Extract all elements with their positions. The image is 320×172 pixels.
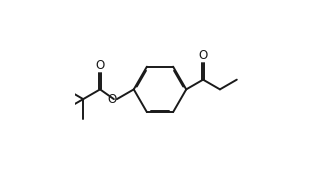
Text: O: O — [107, 93, 116, 106]
Text: O: O — [198, 49, 208, 62]
Text: O: O — [95, 59, 105, 72]
